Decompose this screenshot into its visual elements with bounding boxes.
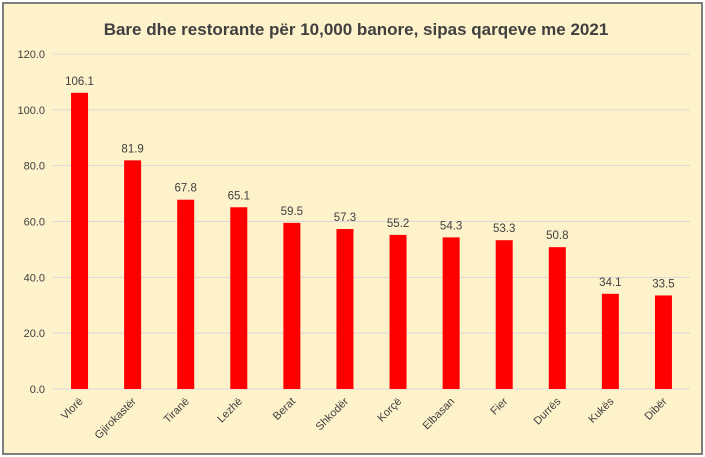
bar xyxy=(177,199,195,389)
bar xyxy=(283,222,301,389)
bars xyxy=(71,92,672,389)
bar xyxy=(495,240,513,389)
data-label: 106.1 xyxy=(65,76,94,88)
data-label: 33.5 xyxy=(652,278,674,290)
bar xyxy=(124,160,142,389)
bar xyxy=(230,207,248,389)
data-label: 57.3 xyxy=(334,212,356,224)
x-tick-label: Korçë xyxy=(375,396,404,425)
x-tick-label: Shkodër xyxy=(314,395,352,433)
x-axis-ticks: Vlorë Gjirokastër Tiranë Lezhë Berat Shkodër K… xyxy=(59,395,670,441)
bar-chart: Bare dhe restorante për 10,000 banore, s… xyxy=(17,20,690,442)
data-labels: 106.1 81.9 67.8 65.1 59.5 57.3 55.2 54.3 53.3 50.… xyxy=(65,76,675,291)
y-tick-label: 0.0 xyxy=(30,384,45,396)
data-label: 59.5 xyxy=(281,206,303,218)
bar xyxy=(442,237,460,389)
y-tick-label: 60.0 xyxy=(24,217,45,229)
y-tick-label: 120.0 xyxy=(17,49,45,61)
x-tick-label: Dibër xyxy=(642,395,669,422)
data-label: 81.9 xyxy=(121,143,143,155)
y-tick-label: 100.0 xyxy=(17,105,45,117)
bar xyxy=(548,247,566,389)
data-label: 65.1 xyxy=(228,190,250,202)
x-tick-label: Kukës xyxy=(586,395,616,425)
x-tick-label: Durrës xyxy=(532,395,564,427)
y-axis-ticks: 0.0 20.0 40.0 60.0 80.0 100.0 120.0 xyxy=(17,49,45,396)
chart-title: Bare dhe restorante për 10,000 banore, s… xyxy=(104,20,609,39)
x-tick-label: Tiranë xyxy=(162,396,192,426)
data-label: 53.3 xyxy=(493,223,515,235)
y-tick-label: 80.0 xyxy=(24,161,45,173)
data-label: 34.1 xyxy=(599,277,621,289)
data-label: 67.8 xyxy=(175,183,197,195)
gridlines xyxy=(53,53,690,390)
bar xyxy=(71,92,89,389)
x-tick-label: Berat xyxy=(271,396,298,423)
data-label: 54.3 xyxy=(440,220,462,232)
bar xyxy=(389,234,407,389)
bar xyxy=(601,293,619,389)
bar xyxy=(654,295,672,389)
x-tick-label: Lezhë xyxy=(215,396,245,426)
x-tick-label: Gjirokastër xyxy=(93,395,139,441)
data-label: 50.8 xyxy=(546,230,568,242)
x-tick-label: Vlorë xyxy=(59,396,86,423)
x-tick-label: Elbasan xyxy=(421,396,458,433)
bar xyxy=(336,229,354,389)
y-tick-label: 20.0 xyxy=(24,328,45,340)
x-tick-label: Fier xyxy=(488,395,510,417)
data-label: 55.2 xyxy=(387,218,409,230)
y-tick-label: 40.0 xyxy=(24,272,45,284)
